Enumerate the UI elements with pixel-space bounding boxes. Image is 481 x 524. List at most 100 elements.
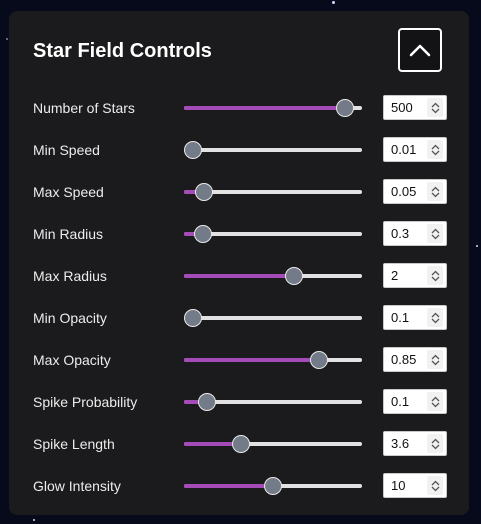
control-row-spike-length: Spike Length 3.6 [9,424,469,466]
chevron-down-icon[interactable] [431,444,440,450]
chevron-up-icon[interactable] [431,228,440,234]
slider-thumb[interactable] [184,309,202,327]
spinner[interactable] [427,392,443,411]
chevron-up-icon[interactable] [431,144,440,150]
control-row-glow-intensity: Glow Intensity 10 [9,466,469,508]
min-opacity-number-input[interactable]: 0.1 [383,305,447,330]
spinner[interactable] [427,182,443,201]
spike-length-number-input[interactable]: 3.6 [383,431,447,456]
chevron-up-icon[interactable] [431,396,440,402]
slider-track [184,442,362,446]
glow-intensity-slider[interactable] [184,473,362,499]
number-of-stars-number-input[interactable]: 500 [383,95,447,120]
control-row-number-of-stars: Number of Stars 500 [9,88,469,130]
chevron-up-icon [409,44,431,57]
collapse-button[interactable] [398,28,442,72]
number-input-value: 0.01 [391,142,417,157]
control-row-min-opacity: Min Opacity 0.1 [9,298,469,340]
slider-fill [184,106,354,110]
control-row-spike-probability: Spike Probability 0.1 [9,382,469,424]
slider-thumb[interactable] [310,351,329,369]
number-input-value: 500 [391,100,413,115]
number-of-stars-slider[interactable] [184,95,362,121]
spinner[interactable] [427,476,443,495]
min-speed-slider[interactable] [184,137,362,163]
slider-fill [184,358,325,362]
slider-thumb[interactable] [232,435,250,453]
max-radius-slider[interactable] [184,263,362,289]
spike-length-slider[interactable] [184,431,362,457]
spinner[interactable] [427,350,443,369]
control-label: Number of Stars [33,100,135,116]
slider-track [184,148,362,152]
control-row-max-speed: Max Speed 0.05 [9,172,469,214]
chevron-up-icon[interactable] [431,186,440,192]
slider-fill [184,442,238,446]
max-speed-number-input[interactable]: 0.05 [383,179,447,204]
chevron-up-icon[interactable] [431,354,440,360]
chevron-down-icon[interactable] [431,192,440,198]
control-label: Glow Intensity [33,478,121,494]
slider-thumb[interactable] [198,393,217,411]
spinner[interactable] [427,98,443,117]
spike-probability-slider[interactable] [184,389,362,415]
control-label: Spike Probability [33,394,138,410]
max-radius-number-input[interactable]: 2 [383,263,447,288]
chevron-down-icon[interactable] [431,360,440,366]
slider-thumb[interactable] [195,183,214,201]
chevron-down-icon[interactable] [431,108,440,114]
spinner[interactable] [427,308,443,327]
slider-thumb[interactable] [335,99,354,117]
chevron-up-icon[interactable] [431,438,440,444]
controls-list: Number of Stars 500 Min Speed 0.01 [9,88,469,508]
min-opacity-slider[interactable] [184,305,362,331]
control-row-min-speed: Min Speed 0.01 [9,130,469,172]
chevron-down-icon[interactable] [431,234,440,240]
number-input-value: 0.3 [391,226,410,241]
control-label: Max Speed [33,184,104,200]
max-opacity-number-input[interactable]: 0.85 [383,347,447,372]
max-opacity-slider[interactable] [184,347,362,373]
chevron-down-icon[interactable] [431,402,440,408]
chevron-down-icon[interactable] [431,486,440,492]
number-input-value: 10 [391,478,406,493]
spinner[interactable] [427,434,443,453]
spinner[interactable] [427,266,443,285]
slider-fill [184,484,273,488]
glow-intensity-number-input[interactable]: 10 [383,473,447,498]
min-radius-number-input[interactable]: 0.3 [383,221,447,246]
chevron-down-icon[interactable] [431,276,440,282]
control-row-min-radius: Min Radius 0.3 [9,214,469,256]
slider-track [184,316,362,320]
slider-thumb[interactable] [264,477,282,495]
slider-fill [184,400,201,404]
spinner[interactable] [427,224,443,243]
star [476,245,478,247]
chevron-up-icon[interactable] [431,102,440,108]
controls-panel: Star Field Controls Number of Stars 500 … [9,11,469,515]
chevron-down-icon[interactable] [431,150,440,156]
slider-track [184,400,362,404]
chevron-down-icon[interactable] [431,318,440,324]
slider-thumb[interactable] [193,225,212,243]
spinner[interactable] [427,140,443,159]
slider-track [184,190,362,194]
slider-thumb[interactable] [284,267,303,285]
spike-probability-number-input[interactable]: 0.1 [383,389,447,414]
slider-thumb[interactable] [184,141,202,159]
number-input-value: 3.6 [391,436,410,451]
min-speed-number-input[interactable]: 0.01 [383,137,447,162]
panel-title: Star Field Controls [33,40,212,62]
max-speed-slider[interactable] [184,179,362,205]
chevron-up-icon[interactable] [431,270,440,276]
chevron-up-icon[interactable] [431,480,440,486]
min-radius-slider[interactable] [184,221,362,247]
control-label: Min Radius [33,226,104,242]
number-input-value: 0.85 [391,352,417,367]
control-row-max-radius: Max Radius 2 [9,256,469,298]
control-label: Spike Length [33,436,115,452]
slider-track [184,232,362,236]
chevron-up-icon[interactable] [431,312,440,318]
star [332,1,335,4]
slider-fill [184,274,297,278]
